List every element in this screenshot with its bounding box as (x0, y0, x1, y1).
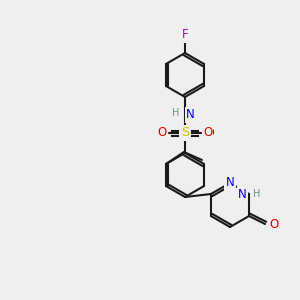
Text: S: S (181, 127, 189, 140)
Text: H: H (253, 189, 260, 199)
Text: O: O (205, 128, 214, 138)
Text: N: N (238, 188, 247, 200)
Text: H: H (172, 108, 179, 118)
Text: N: N (226, 176, 234, 190)
Text: S: S (181, 127, 189, 140)
Text: N: N (186, 109, 195, 122)
Text: O: O (203, 127, 212, 140)
Text: O: O (156, 128, 165, 138)
Text: O: O (158, 127, 167, 140)
Text: F: F (182, 28, 188, 41)
Text: O: O (269, 218, 278, 230)
Text: F: F (182, 28, 188, 41)
